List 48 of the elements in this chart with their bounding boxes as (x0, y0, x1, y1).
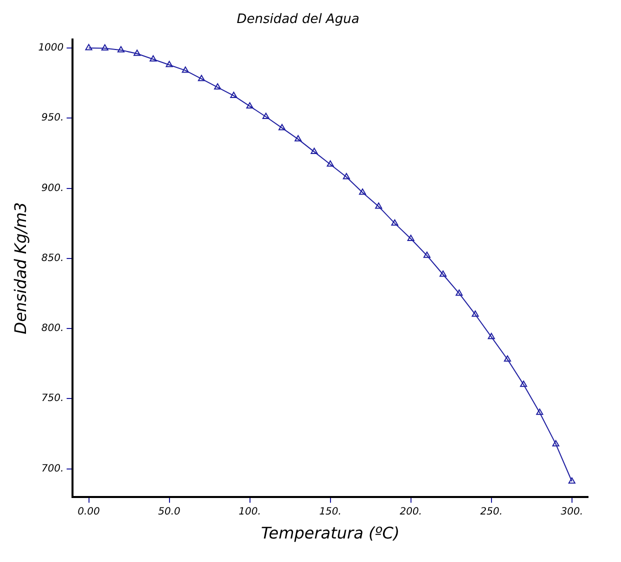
x-tick-label: 100. (238, 506, 261, 518)
point (310, 148, 318, 154)
x-tick-label: 250. (480, 506, 503, 518)
point (262, 112, 270, 119)
chart-title: Densidad del Agua (236, 12, 360, 28)
point (117, 46, 124, 52)
x-tick-label: 0.00 (78, 506, 100, 518)
point (85, 44, 92, 50)
point (440, 270, 447, 277)
point (552, 440, 560, 446)
point (488, 332, 495, 340)
point (326, 160, 334, 167)
x-axis-title: Temperatura (ºC) (260, 524, 400, 543)
y-tick-label: 1000 (38, 42, 64, 54)
point (568, 477, 576, 484)
y-tick-label: 950. (41, 112, 64, 124)
point (246, 102, 254, 108)
y-tick-label: 900. (41, 182, 64, 194)
point (166, 60, 173, 68)
y-axis-title: Densidad Kg/m3 (10, 202, 30, 334)
x-tick-label: 50.0 (158, 506, 180, 518)
y-tick-label: 700. (41, 463, 64, 474)
x-tick-label: 200. (400, 506, 422, 518)
point (342, 173, 350, 180)
point (150, 55, 157, 62)
point (278, 124, 286, 130)
x-tick-label: 300. (560, 506, 584, 518)
point (214, 83, 222, 90)
point (391, 219, 398, 226)
point (230, 92, 238, 98)
point (198, 74, 206, 82)
y-tick-label: 850. (41, 252, 64, 264)
point (423, 252, 430, 258)
y-tick-label: 800. (41, 323, 64, 334)
point (456, 289, 463, 296)
point (504, 355, 512, 362)
point (375, 202, 382, 209)
point (520, 380, 528, 387)
point (134, 50, 141, 56)
x-tick-label: 150. (319, 506, 342, 518)
point (359, 188, 366, 195)
point (182, 66, 189, 73)
point (536, 408, 544, 415)
y-tick-label: 750. (41, 393, 64, 404)
point (472, 310, 479, 317)
point (294, 135, 302, 142)
point (407, 234, 414, 241)
point (101, 44, 108, 51)
